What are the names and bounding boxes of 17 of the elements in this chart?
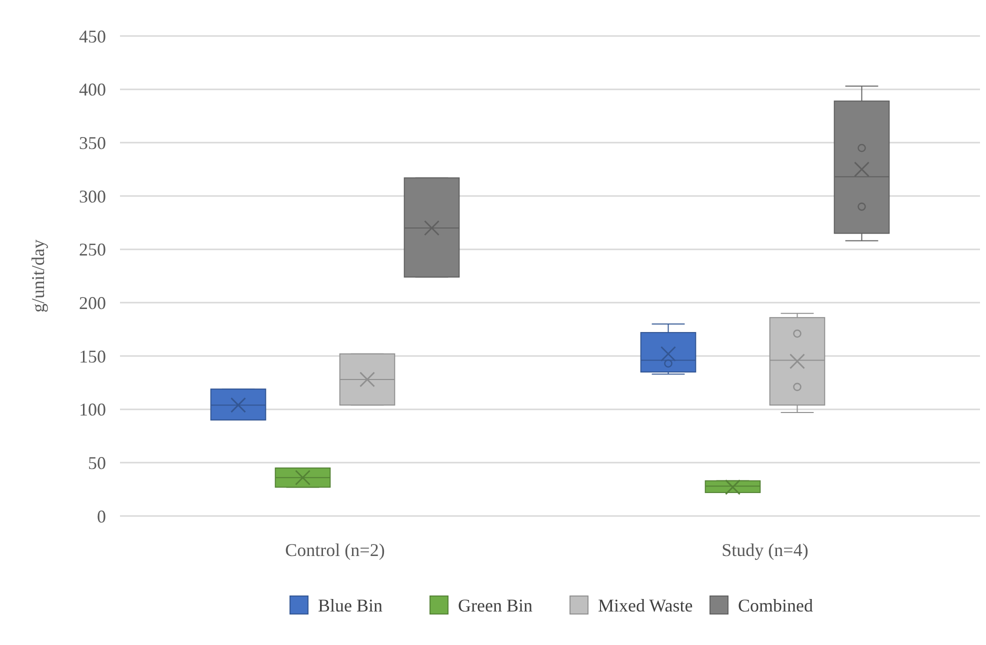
y-tick-label: 350 <box>79 132 106 153</box>
y-tick-label: 100 <box>79 400 106 420</box>
x-tick-label: Study (n=4) <box>722 540 808 560</box>
x-tick-label: Control (n=2) <box>285 540 385 560</box>
y-tick-label: 250 <box>79 240 106 260</box>
y-tick-label: 50 <box>88 452 106 473</box>
legend-label: Blue Bin <box>318 595 383 616</box>
y-tick-label: 150 <box>79 346 106 366</box>
y-tick-label: 0 <box>97 506 106 526</box>
legend-label: Green Bin <box>458 595 532 616</box>
legend-label: Mixed Waste <box>598 595 693 616</box>
y-tick-label: 450 <box>79 26 106 46</box>
y-axis-title: g/unit/day <box>28 240 48 312</box>
y-tick-label: 400 <box>79 80 106 100</box>
y-tick-label: 300 <box>79 186 106 206</box>
y-tick-label: 200 <box>79 292 106 313</box>
legend-label: Combined <box>738 595 813 616</box>
